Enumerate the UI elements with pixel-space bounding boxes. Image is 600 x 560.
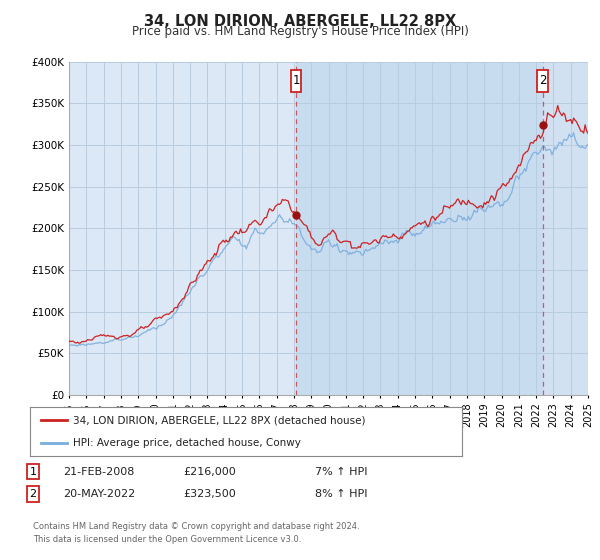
Text: 1: 1: [29, 466, 37, 477]
Text: 8% ↑ HPI: 8% ↑ HPI: [315, 489, 367, 499]
Text: 34, LON DIRION, ABERGELE, LL22 8PX: 34, LON DIRION, ABERGELE, LL22 8PX: [144, 14, 456, 29]
Text: Contains HM Land Registry data © Crown copyright and database right 2024.
This d: Contains HM Land Registry data © Crown c…: [33, 522, 359, 544]
Text: 1: 1: [292, 74, 300, 87]
Text: Price paid vs. HM Land Registry's House Price Index (HPI): Price paid vs. HM Land Registry's House …: [131, 25, 469, 38]
Bar: [542, 62, 588, 395]
Text: £323,500: £323,500: [183, 489, 236, 499]
FancyBboxPatch shape: [538, 70, 548, 92]
Text: 2: 2: [539, 74, 547, 87]
Text: HPI: Average price, detached house, Conwy: HPI: Average price, detached house, Conw…: [73, 438, 301, 448]
Text: 2: 2: [29, 489, 37, 499]
Text: 21-FEB-2008: 21-FEB-2008: [63, 466, 134, 477]
FancyBboxPatch shape: [291, 70, 301, 92]
Text: 20-MAY-2022: 20-MAY-2022: [63, 489, 135, 499]
Text: 7% ↑ HPI: 7% ↑ HPI: [315, 466, 367, 477]
Bar: [296, 62, 542, 395]
Text: £216,000: £216,000: [183, 466, 236, 477]
Text: 34, LON DIRION, ABERGELE, LL22 8PX (detached house): 34, LON DIRION, ABERGELE, LL22 8PX (deta…: [73, 416, 366, 426]
